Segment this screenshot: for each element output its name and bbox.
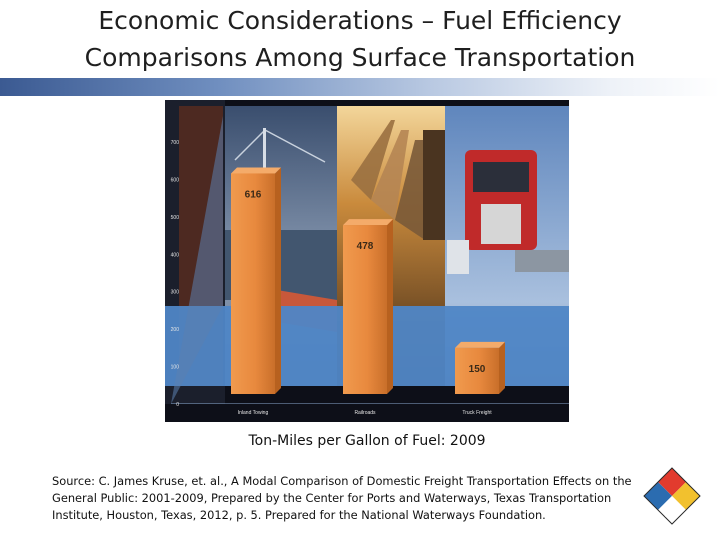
- chart-frame: 0 100 200 300 400 500 600 700 616 478 150 Inland …: [165, 100, 569, 422]
- bars: 616 478 150: [231, 167, 505, 394]
- x-axis-labels: Inland Towing Railroads Truck Freight: [238, 410, 492, 416]
- bar-top: [455, 341, 505, 348]
- slide-title-line-2: Comparisons Among Surface Transportation: [84, 43, 636, 72]
- bar-side: [387, 219, 393, 394]
- y-axis: 0 100 200 300 400 500 600 700: [171, 140, 180, 408]
- x-category-label: Truck Freight: [462, 410, 492, 416]
- bar-data-label: 478: [357, 241, 374, 252]
- hazard-diamond-icon: [643, 467, 701, 525]
- bar-top: [343, 219, 393, 226]
- bar-chart: 0 100 200 300 400 500 600 700 616 478 150 Inland …: [165, 100, 569, 422]
- source-citation: Source: C. James Kruse, et. al., A Modal…: [52, 474, 632, 522]
- bar-side: [275, 167, 281, 394]
- bar-top: [231, 167, 281, 174]
- bar: [343, 225, 387, 394]
- y-tick-label: 100: [171, 365, 180, 371]
- chart-caption: Ton-Miles per Gallon of Fuel: 2009: [248, 433, 486, 449]
- x-category-label: Inland Towing: [238, 410, 269, 416]
- bar-data-label: 150: [469, 364, 486, 375]
- bar: [231, 173, 275, 394]
- y-tick-label: 600: [171, 177, 180, 183]
- y-tick-label: 300: [171, 290, 180, 296]
- x-category-label: Railroads: [354, 410, 376, 416]
- title-underline-bar: [0, 78, 720, 96]
- bar-side: [499, 341, 505, 394]
- y-tick-label: 700: [171, 140, 180, 146]
- y-tick-label: 200: [171, 327, 180, 333]
- bar-data-label: 616: [245, 189, 262, 200]
- page-number: 27: [664, 508, 678, 520]
- y-tick-label: 400: [171, 252, 180, 258]
- y-tick-label: 0: [176, 402, 179, 408]
- slide-title-line-1: Economic Considerations – Fuel Efficienc…: [98, 6, 622, 35]
- slide-title: Economic Considerations – Fuel Efficienc…: [0, 2, 720, 76]
- y-tick-label: 500: [171, 215, 180, 221]
- chart-side-wall: [171, 116, 223, 404]
- bar: [455, 347, 499, 394]
